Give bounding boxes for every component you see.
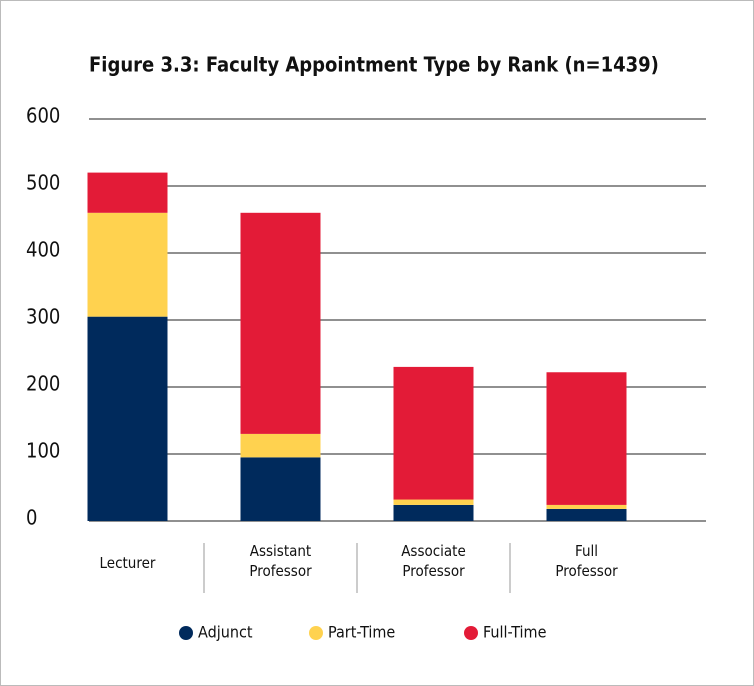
bar-segment [393,499,474,505]
y-tick-label: 600 [26,104,60,128]
y-tick-label: 400 [26,238,60,262]
bar-segment [546,372,627,505]
legend-label: Full-Time [483,623,547,642]
bar-segment [87,172,168,213]
x-tick-label: Assistant Professor [249,542,312,580]
bar-segment [393,504,474,521]
legend-label: Part-Time [328,623,395,642]
y-tick-label: 0 [26,506,37,530]
bar-segment [87,212,168,317]
bar-segment [240,457,321,521]
legend-marker [464,626,478,640]
bar-segment [393,366,474,500]
x-tick-label: Associate Professor [401,542,466,580]
legend-label: Adjunct [198,623,253,642]
bar-segment [240,212,321,434]
x-tick-label: Full Professor [555,542,618,580]
y-tick-label: 100 [26,439,60,463]
bar-segment [240,433,321,458]
y-tick-label: 300 [26,305,60,329]
bar-segment [87,316,168,521]
bar-segment [546,504,627,509]
bar-segment [546,508,627,521]
y-tick-label: 200 [26,372,60,396]
x-tick-label: Lecturer [99,554,156,572]
legend-marker [179,626,193,640]
legend-marker [309,626,323,640]
chart-title: Figure 3.3: Faculty Appointment Type by … [89,53,659,77]
y-tick-label: 500 [26,171,60,195]
